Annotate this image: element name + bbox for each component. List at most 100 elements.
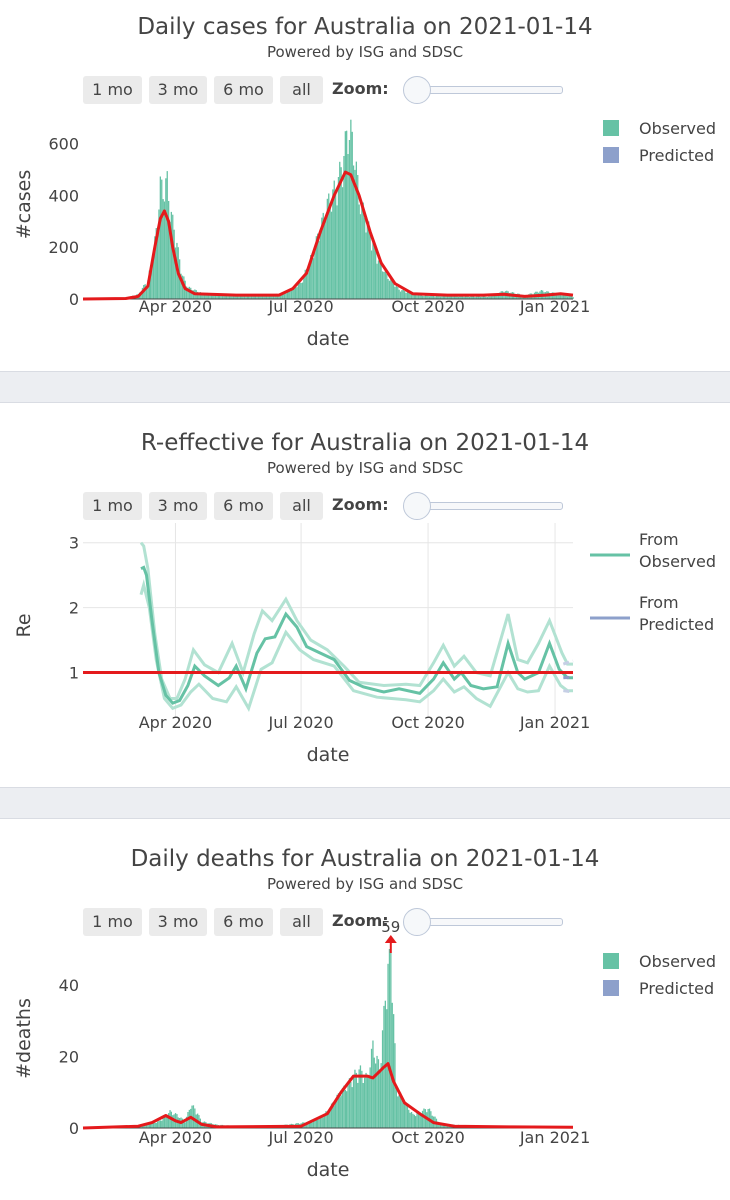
observed-bar <box>152 1122 155 1128</box>
observed-bar <box>180 273 182 299</box>
legend-swatch-observed <box>603 120 619 136</box>
observed-bar <box>416 295 418 299</box>
observed-bar <box>311 253 313 299</box>
observed-bar <box>314 1119 316 1128</box>
range-6mo-button[interactable]: 6 mo <box>214 492 273 520</box>
observed-bar <box>397 1096 399 1128</box>
observed-bar <box>300 283 302 299</box>
observed-bar <box>346 130 348 299</box>
range-1mo-button[interactable]: 1 mo <box>83 76 142 104</box>
observed-bar <box>406 292 409 299</box>
range-6mo-button[interactable]: 6 mo <box>214 908 273 936</box>
observed-bar <box>442 1124 444 1128</box>
range-all-button[interactable]: all <box>280 908 323 936</box>
observed-bar <box>413 1114 415 1128</box>
observed-bar <box>228 294 230 299</box>
observed-bar <box>372 242 374 299</box>
observed-bar <box>301 282 304 299</box>
observed-bar <box>479 296 482 299</box>
observed-bar <box>417 295 420 299</box>
observed-bar <box>491 296 493 299</box>
observed-bar <box>464 296 466 299</box>
observed-bar <box>145 285 148 299</box>
observed-bar <box>444 1125 446 1128</box>
observed-bar <box>415 1116 417 1128</box>
legend-label-predicted: From Predicted <box>639 593 714 634</box>
x-axis-title: date <box>307 328 350 350</box>
range-all-button[interactable]: all <box>280 76 323 104</box>
range-all-button[interactable]: all <box>280 492 323 520</box>
observed-bar <box>430 295 432 299</box>
observed-bar <box>216 294 218 299</box>
fit-line <box>82 1062 574 1130</box>
observed-bar <box>256 296 258 299</box>
observed-bar <box>163 1115 166 1128</box>
observed-bar <box>230 294 232 299</box>
observed-bar <box>364 1077 366 1128</box>
y-tick-label: 40 <box>59 976 79 995</box>
observed-bar <box>155 1123 157 1128</box>
observed-bar <box>271 294 273 299</box>
observed-bar <box>310 1122 312 1128</box>
observed-bar <box>183 1120 185 1128</box>
observed-bar <box>242 295 244 299</box>
observed-bar <box>219 293 221 299</box>
range-1mo-button[interactable]: 1 mo <box>83 908 142 936</box>
observed-bar <box>455 296 457 299</box>
range-3mo-button[interactable]: 3 mo <box>149 492 207 520</box>
range-1mo-button[interactable]: 1 mo <box>83 492 142 520</box>
range-6mo-button[interactable]: 6 mo <box>214 76 273 104</box>
fit-line <box>82 170 574 301</box>
observed-bar <box>155 228 157 299</box>
observed-bar <box>243 296 246 299</box>
observed-bar <box>413 293 415 299</box>
observed-bar <box>416 1112 418 1128</box>
observed-bar <box>408 1109 410 1128</box>
observed-bar <box>321 1115 323 1128</box>
observed-bar <box>190 287 192 299</box>
observed-bar <box>388 949 391 1128</box>
observed-bar <box>234 294 236 299</box>
observed-bar <box>220 294 222 299</box>
observed-bar <box>350 119 352 299</box>
cases-chart: 0 200 400 600 Apr 2020 Jul 2020 Oct 2020 Jan 20… <box>13 119 716 350</box>
observed-bar <box>419 1112 421 1128</box>
observed-bar <box>343 1085 345 1128</box>
chart-title: Daily cases for Australia on 2021-01-14 <box>137 14 593 40</box>
observed-bar <box>227 295 229 299</box>
observed-bar <box>352 1075 355 1128</box>
legend-swatch-observed <box>603 953 619 969</box>
observed-bar <box>299 282 301 299</box>
observed-bar <box>187 287 189 299</box>
observed-bar <box>369 1067 371 1128</box>
observed-bar <box>250 295 253 299</box>
observed-bar <box>398 1095 400 1128</box>
zoom-slider-handle[interactable] <box>403 908 431 936</box>
observed-bar <box>569 295 571 299</box>
observed-bar <box>154 1122 156 1128</box>
observed-bar <box>188 286 190 299</box>
observed-bar <box>488 296 490 299</box>
observed-bar <box>482 296 484 299</box>
observed-bar <box>347 1081 349 1128</box>
observed-bar <box>359 214 362 299</box>
legend-label-predicted: Predicted <box>639 146 714 165</box>
observed-bar <box>468 296 471 299</box>
observed-bar <box>205 293 207 299</box>
observed-bar <box>286 291 288 299</box>
legend-swatch-predicted <box>603 980 619 996</box>
observed-bar <box>295 287 297 299</box>
range-3mo-button[interactable]: 3 mo <box>149 76 207 104</box>
observed-bar <box>377 260 380 299</box>
zoom-slider-handle[interactable] <box>403 76 431 104</box>
range-3mo-button[interactable]: 3 mo <box>149 908 207 936</box>
observed-bar <box>259 296 261 299</box>
observed-bar <box>185 286 188 299</box>
observed-bar <box>323 221 326 299</box>
zoom-slider-handle[interactable] <box>403 492 431 520</box>
observed-bar <box>151 1122 153 1128</box>
observed-bar <box>278 294 280 299</box>
y-tick-label: 3 <box>69 534 79 553</box>
observed-bar <box>238 295 240 299</box>
observed-bar <box>162 1117 164 1128</box>
